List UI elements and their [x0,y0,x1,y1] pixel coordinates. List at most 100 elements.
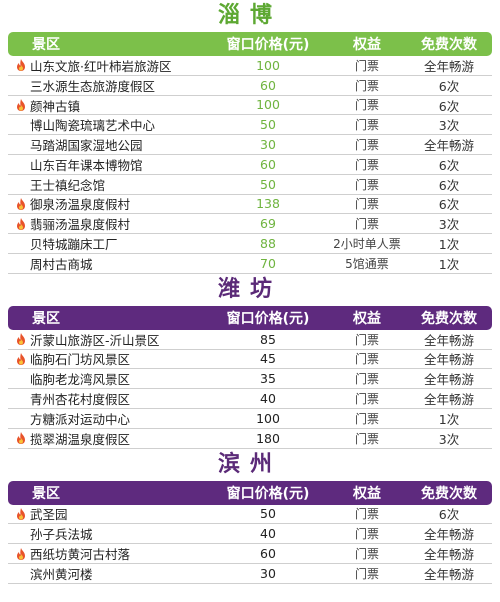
attraction-name: 翡骊汤温泉度假村 [30,217,131,233]
times-cell: 全年畅游 [423,566,474,582]
attraction-name: 山东百年课本博物馆 [30,157,143,173]
right-cell: 门票 [354,98,379,113]
right-cell: 门票 [354,138,379,153]
right-cell: 门票 [354,157,379,172]
attraction-name: 临朐老龙湾风景区 [30,372,131,388]
times-cell: 全年畅游 [423,547,474,563]
table-row: 西纸坊黄河古村落 60 门票 全年畅游 [8,544,492,564]
fire-icon [14,217,30,231]
attraction-name: 沂蒙山旅游区-沂山景区 [30,332,160,348]
header-times: 免费次数 [421,37,477,53]
price-cell: 60 [260,77,276,93]
attraction-name: 西纸坊黄河古村落 [30,547,131,563]
table-row: 青州杏花村度假区 40 门票 全年畅游 [8,389,492,409]
attraction-name-cell: 方糖派对运动中心 [8,409,208,428]
attraction-name-cell: 周村古商城 [8,254,208,273]
table-row: 揽翠湖温泉度假区 180 门票 3次 [8,429,492,449]
attraction-name-cell: 御泉汤温泉度假村 [8,194,208,213]
table-row: 武圣园 50 门票 6次 [8,505,492,525]
price-cell: 30 [260,565,276,581]
price-cell: 100 [256,57,280,73]
times-cell: 全年畅游 [423,352,474,368]
right-cell: 门票 [354,507,379,522]
table-row: 方糖派对运动中心 100 门票 1次 [8,409,492,429]
table-row: 御泉汤温泉度假村 138 门票 6次 [8,195,492,215]
section-2: 滨州 景区 窗口价格(元) 权益 免费次数 武圣园 50 门票 6次 孙子兵法城 40 门票 全年畅游西… [0,449,500,584]
fire-icon [14,431,30,445]
header-right: 权益 [353,310,381,327]
header-price: 窗口价格(元) [226,37,310,53]
header-times: 免费次数 [421,485,477,502]
attraction-name-cell: 贝特城蹦床工厂 [8,234,208,253]
right-cell: 5馆通票 [345,256,389,271]
times-cell: 6次 [438,507,460,523]
right-cell: 门票 [354,177,379,192]
fire-icon [14,507,30,521]
table-header: 景区 窗口价格(元) 权益 免费次数 [8,480,492,505]
price-cell: 50 [260,117,276,133]
price-cell: 50 [260,176,276,192]
attraction-name: 山东文旅·红叶柿岩旅游区 [30,58,172,74]
times-cell: 6次 [438,157,460,173]
attraction-name-cell: 山东百年课本博物馆 [8,155,208,174]
times-cell: 全年畅游 [423,332,474,348]
times-cell: 6次 [438,197,460,213]
times-cell: 1次 [438,256,460,272]
city-title: 潍坊 [217,276,282,302]
table-row: 翡骊汤温泉度假村 69 门票 3次 [8,214,492,235]
price-cell: 100 [256,410,280,426]
attraction-name: 三水源生态旅游度假区 [30,78,156,94]
times-cell: 6次 [438,177,460,193]
times-cell: 1次 [438,237,460,253]
price-cell: 70 [260,255,276,271]
times-cell: 全年畅游 [423,138,474,154]
table-row: 临朐石门坊风景区 45 门票 全年畅游 [8,350,492,370]
attraction-name: 孙子兵法城 [30,527,93,543]
right-cell: 门票 [354,411,379,426]
table-row: 贝特城蹦床工厂 88 2小时单人票 1次 [8,234,492,254]
city-title: 滨州 [217,451,282,477]
times-cell: 全年畅游 [423,392,474,408]
attraction-name-cell: 临朐老龙湾风景区 [8,369,208,388]
section-1: 潍坊 景区 窗口价格(元) 权益 免费次数 沂蒙山旅游区-沂山景区 85 门票 全年畅游 临朐石门… [0,274,500,449]
attraction-name-cell: 博山陶瓷琉璃艺术中心 [8,115,208,134]
table-row: 孙子兵法城 40 门票 全年畅游 [8,524,492,545]
right-cell: 门票 [354,547,379,562]
price-cell: 45 [260,351,276,367]
table-row: 颜神古镇 100 门票 6次 [8,96,492,116]
attraction-name-cell: 沂蒙山旅游区-沂山景区 [8,330,208,349]
attraction-name-cell: 临朐石门坊风景区 [8,349,208,368]
right-cell: 门票 [354,217,379,232]
right-cell: 门票 [354,431,379,446]
city-title: 淄博 [217,3,282,28]
table-row: 山东文旅·红叶柿岩旅游区 100 门票 全年畅游 [8,56,492,76]
table-header: 景区 窗口价格(元) 权益 免费次数 [8,305,492,330]
table-row: 王士禛纪念馆 50 门票 6次 [8,175,492,195]
times-cell: 6次 [438,98,460,114]
right-cell: 门票 [354,392,379,407]
attraction-name-cell: 颜神古镇 [8,96,208,115]
right-cell: 门票 [354,352,379,367]
price-cell: 85 [260,331,276,347]
right-cell: 2小时单人票 [333,237,401,252]
header-times: 免费次数 [421,310,477,327]
attraction-name-cell: 青州杏花村度假区 [8,389,208,408]
table-row: 马踏湖国家湿地公园 30 门票 全年畅游 [8,135,492,155]
attraction-name: 滨州黄河楼 [30,566,93,582]
attraction-name-cell: 武圣园 [8,504,208,523]
price-cell: 138 [256,196,280,212]
attraction-name-cell: 揽翠湖温泉度假区 [8,429,208,448]
times-cell: 3次 [438,431,460,447]
fire-icon [14,98,30,112]
attraction-name: 周村古商城 [30,256,93,272]
right-cell: 门票 [354,197,379,212]
attraction-name-cell: 滨州黄河楼 [8,564,208,583]
section-0: 淄博 景区 窗口价格(元) 权益 免费次数 山东文旅·红叶柿岩旅游区 100 门票 全年畅游 三水… [0,0,500,274]
price-cell: 50 [260,506,276,522]
attraction-name: 青州杏花村度假区 [30,392,131,408]
table-row: 周村古商城 70 5馆通票 1次 [8,254,492,274]
attraction-name-cell: 山东文旅·红叶柿岩旅游区 [8,56,208,75]
fire-icon [14,332,30,346]
header-name: 景区 [32,485,60,502]
price-cell: 60 [260,546,276,562]
